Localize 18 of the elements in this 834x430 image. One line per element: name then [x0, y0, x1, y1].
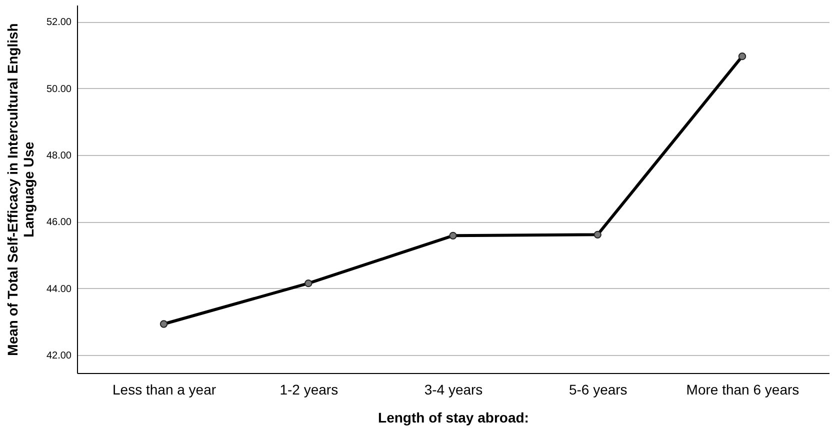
x-axis-title: Length of stay abroad: — [378, 410, 529, 426]
y-tick-label: 48.00 — [46, 150, 72, 162]
x-tick-label: 5-6 years — [568, 382, 628, 398]
y-tick-label: 50.00 — [46, 84, 72, 95]
x-tick-label: 1-2 years — [280, 382, 338, 398]
x-tick-label: Less than a year — [112, 382, 216, 398]
y-tick-label: 46.00 — [46, 217, 72, 228]
y-tick-label: 42.00 — [46, 350, 72, 362]
y-tick-label: 44.00 — [46, 284, 72, 295]
point — [594, 230, 602, 239]
x-tick-label: More than 6 years — [686, 382, 800, 398]
point — [449, 232, 457, 240]
y-axis-title: Mean of Total Self-Efficacy in Intercultural English Language Use — [4, 23, 36, 356]
point — [304, 279, 312, 288]
point — [738, 52, 746, 60]
y-tick-label: 52.00 — [46, 17, 72, 28]
x-tick-label: 3-4 years — [424, 382, 483, 398]
point — [160, 320, 168, 328]
